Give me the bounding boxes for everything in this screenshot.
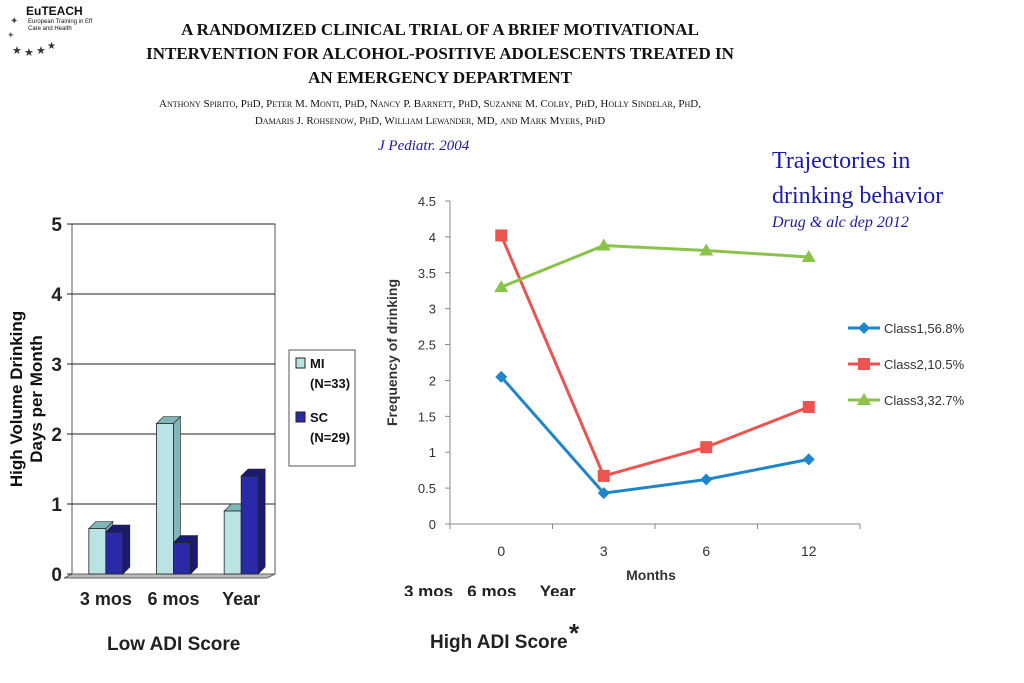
svg-text:★: ★ — [36, 45, 46, 57]
x-tick-label: 3 mos — [80, 589, 132, 609]
data-point-triangle — [699, 243, 714, 256]
logo-title: EuTEACH — [26, 4, 83, 18]
y-tick-label: 3 — [429, 302, 436, 317]
data-point-diamond — [802, 453, 815, 466]
authors-line: Anthony Spirito, PhD, Peter M. Monti, Ph… — [159, 98, 701, 110]
y-tick-label: 3.5 — [418, 266, 436, 281]
y-tick-label: 1 — [51, 495, 62, 516]
y-tick-label: 5 — [51, 215, 62, 236]
data-point-square — [700, 441, 713, 454]
logo-stars-icon: ✦ ✦ ★ ★ ★ ★ — [7, 16, 56, 59]
trajectories-title: Trajectories in drinking behavior — [772, 144, 943, 214]
high-adi-asterisk: * — [569, 618, 580, 648]
paper-authors: Anthony Spirito, PhD, Peter M. Monti, Ph… — [110, 96, 750, 130]
x-tick-label: 3 — [600, 543, 608, 559]
svg-text:✦: ✦ — [7, 30, 15, 40]
legend-label: SC — [310, 410, 329, 425]
data-point-diamond — [495, 370, 508, 383]
y-tick-label: 4.5 — [418, 194, 436, 209]
bar — [223, 510, 242, 575]
y-axis-title-line1: High Volume Drinking — [7, 311, 26, 487]
y-tick-label: 2.5 — [418, 338, 436, 353]
legend-sample: (N=33) — [310, 376, 350, 391]
bar — [105, 531, 124, 575]
data-point-triangle — [801, 249, 816, 262]
data-point-square — [597, 469, 610, 482]
svg-text:★: ★ — [12, 45, 22, 57]
bar — [156, 423, 174, 575]
obscured-axis-labels: 3 mos 6 mos Year — [404, 582, 576, 596]
x-tick-label: Year — [222, 589, 260, 609]
data-point-triangle — [857, 393, 871, 405]
bar-side — [122, 524, 131, 575]
y-tick-label: 0 — [429, 517, 436, 532]
bar-side — [257, 468, 266, 575]
y-tick-label: 3 — [51, 355, 62, 376]
y-tick-label: 1 — [429, 445, 436, 460]
paper-title: A RANDOMIZED CLINICAL TRIAL OF A BRIEF M… — [100, 18, 780, 90]
svg-text:✦: ✦ — [10, 16, 18, 27]
high-adi-label: High ADI Score — [430, 632, 568, 653]
data-point-diamond — [700, 473, 713, 486]
legend-label: Class2,10.5% — [884, 357, 965, 372]
y-tick-label: 1.5 — [418, 409, 436, 424]
y-tick-label: 4 — [51, 285, 62, 306]
bar — [173, 542, 191, 575]
chart-floor — [63, 573, 276, 579]
svg-text:★: ★ — [24, 47, 34, 59]
data-point-diamond — [858, 322, 870, 334]
legend-label: MI — [310, 356, 324, 371]
trajectories-citation: Drug & alc dep 2012 — [772, 214, 909, 231]
y-tick-label: 2 — [51, 425, 62, 446]
x-tick-label: 0 — [497, 543, 505, 559]
authors-line: Damaris J. Rohsenow, PhD, William Lewand… — [254, 115, 606, 127]
series-line — [499, 234, 810, 478]
low-adi-label: Low ADI Score — [107, 634, 241, 655]
bar — [240, 475, 259, 575]
y-tick-label: 0.5 — [418, 481, 436, 496]
legend-swatch — [295, 357, 306, 369]
x-axis-title: Months — [626, 567, 676, 583]
journal-citation: J Pediatr. 2004 — [378, 138, 470, 154]
y-axis-title: Frequency of drinking — [384, 279, 400, 426]
y-tick-label: 4 — [429, 230, 436, 245]
data-point-diamond — [597, 487, 610, 500]
trajectories-title-line: drinking behavior — [772, 183, 944, 209]
paper-title-line: AN EMERGENCY DEPARTMENT — [308, 68, 572, 87]
paper-title-line: A RANDOMIZED CLINICAL TRIAL OF A BRIEF M… — [181, 20, 699, 39]
bar-legend: MI (N=33) SC (N=29) — [288, 349, 356, 467]
legend-label: Class1,56.8% — [884, 321, 965, 336]
logo-subtitle: European Training in Eff Care and Health — [28, 19, 93, 32]
y-tick-label: 0 — [51, 565, 62, 586]
paper-title-line: INTERVENTION FOR ALCOHOL-POSITIVE ADOLES… — [146, 44, 734, 63]
line-chart: 0 0.5 1 1.5 2 2.5 3 3.5 4 4.5 0 3 6 12 Months Frequency… — [384, 194, 965, 583]
series-line — [500, 243, 809, 289]
data-point-triangle — [596, 238, 611, 251]
data-point-square — [858, 358, 870, 370]
legend-box — [288, 349, 356, 467]
legend-label: Class3,32.7% — [884, 393, 965, 408]
y-axis-title-line2: Days per Month — [27, 335, 46, 463]
svg-text:★: ★ — [47, 41, 56, 52]
series-line — [500, 375, 810, 495]
euteach-logo: ✦ ✦ ★ ★ ★ ★ EuTEACH European Training in… — [4, 2, 96, 64]
x-tick-label: 12 — [801, 543, 817, 559]
trajectories-title-line: Trajectories in — [772, 148, 911, 174]
bar-chart: 0 1 2 3 4 5 High Volume Drinking Days per Month… — [7, 215, 356, 609]
data-point-triangle — [494, 280, 509, 293]
bar — [88, 528, 107, 575]
legend-swatch — [295, 411, 306, 423]
x-tick-label: 6 mos — [147, 589, 199, 609]
data-point-square — [802, 401, 815, 414]
data-point-square — [495, 229, 508, 242]
legend-sample: (N=29) — [310, 430, 350, 445]
y-tick-label: 2 — [429, 373, 436, 388]
x-tick-label: 6 — [702, 543, 710, 559]
